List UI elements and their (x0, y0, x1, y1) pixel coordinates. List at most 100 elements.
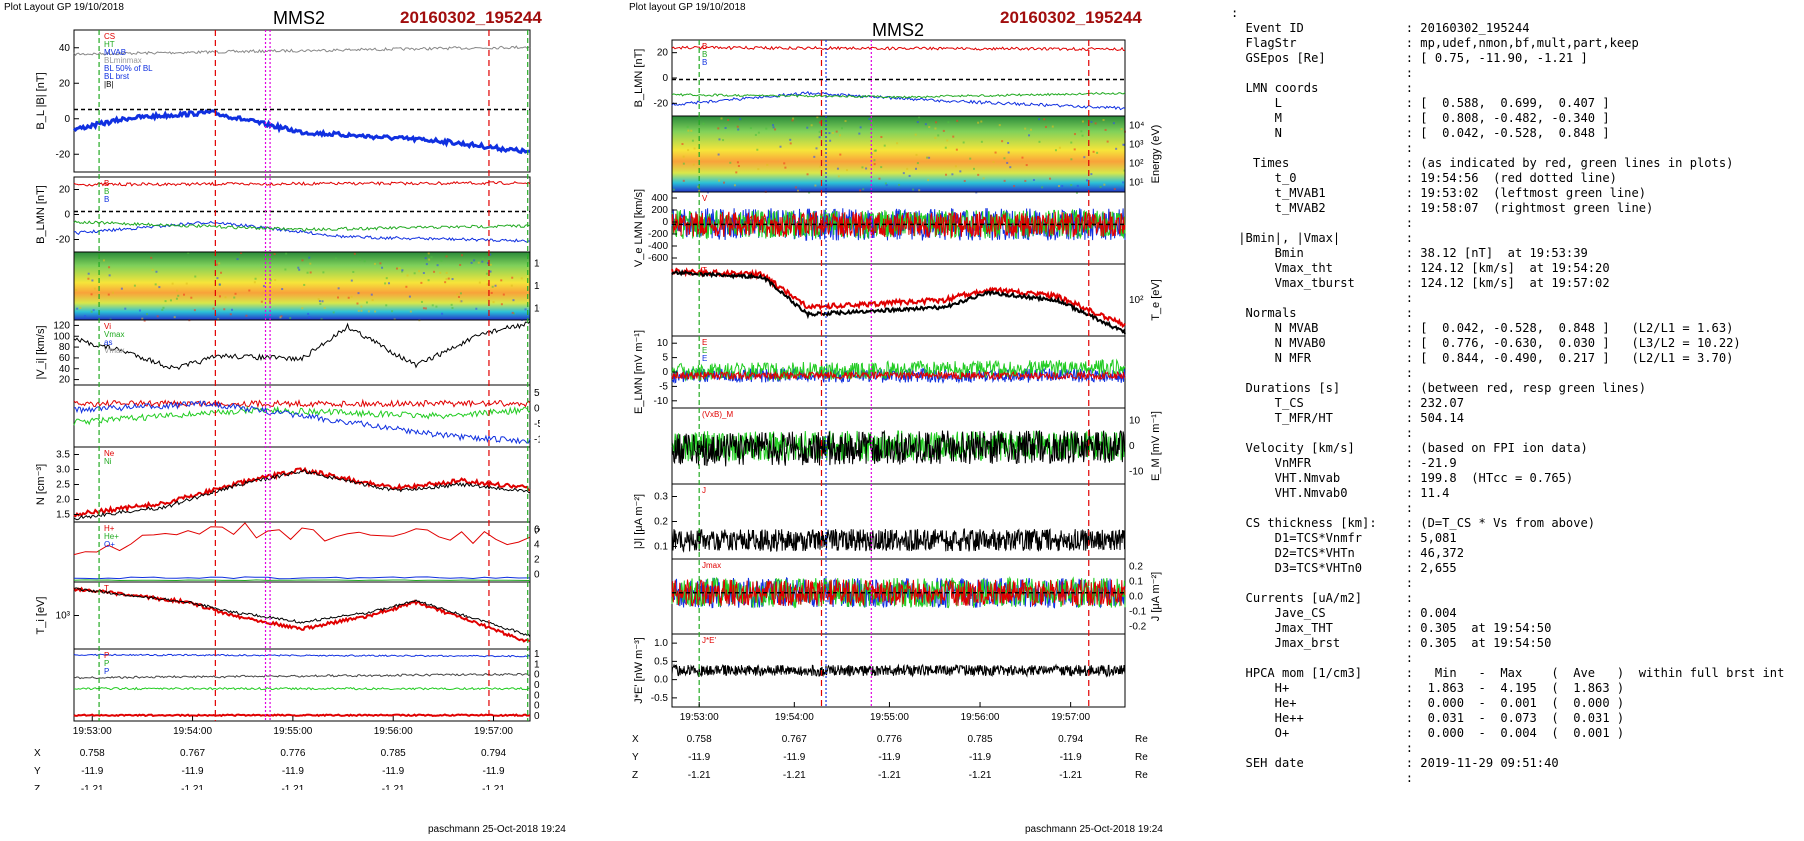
spectro-pixel (690, 129, 693, 132)
info-line: HPCA mom [1/cm3] : Min - Max ( Ave ) wit… (1231, 666, 1785, 680)
spectro-pixel (1061, 185, 1064, 188)
spectro-pixel (737, 128, 740, 131)
panel-8: 1.0 0.5 0.0 -0.5 J*E' [nW m⁻³] J*E' (633, 633, 1126, 708)
orbit-label: X (34, 748, 41, 759)
info-line: SEH date : 2019-11-29 09:51:40 (1231, 756, 1559, 770)
info-line: |Bmin|, |Vmax| : (1231, 231, 1414, 245)
spectro-pixel (171, 282, 174, 285)
r-tick-label: 10 (1129, 416, 1141, 427)
spectro-pixel (307, 312, 310, 315)
legend-entry: as (104, 338, 112, 347)
spectro-pixel (490, 291, 493, 294)
legend-entry: BL 50% of BL (104, 64, 153, 73)
info-line: : (1231, 6, 1239, 20)
spectro-pixel (298, 268, 301, 271)
spectro-pixel (322, 271, 325, 274)
event-info-text: : Event ID : 20160302_195244 FlagStr : m… (1231, 6, 1784, 786)
spectro-pixel (947, 121, 950, 124)
orbit-value: -11.9 (282, 766, 304, 777)
spectro-pixel (350, 279, 353, 282)
r-tick-label: 10³ (1129, 140, 1144, 151)
r-tick-label: 0.2 (534, 701, 540, 712)
info-line: GSEpos [Re] : [ 0.75, -11.90, -1.21 ] (1231, 51, 1588, 65)
series-line (73, 579, 531, 582)
legend-entry: He+ (104, 532, 119, 541)
spectro-pixel (108, 274, 111, 277)
spectro-pixel (285, 252, 288, 255)
series-line (73, 522, 531, 556)
spectro-pixel (1009, 166, 1012, 169)
left-spacecraft: MMS2 (273, 8, 326, 28)
spectro-pixel (491, 285, 494, 288)
spectro-pixel (797, 189, 800, 192)
spectro-pixel (935, 121, 938, 124)
orbit-value: 0.776 (877, 734, 902, 745)
spectro-pixel (1057, 185, 1060, 188)
series-line (72, 109, 530, 155)
series-line (671, 208, 1126, 240)
legend-entry: J*E' (702, 636, 716, 645)
series-line (73, 398, 531, 409)
spectro-pixel (874, 149, 877, 152)
spectro-pixel (691, 139, 694, 142)
series-line (671, 91, 1126, 99)
y-tick-label: 3.0 (56, 465, 70, 476)
spectro-pixel (969, 157, 972, 160)
info-line: t_MVAB1 : 19:53:02 (leftmost green line) (1231, 186, 1647, 200)
spectro-pixel (927, 179, 930, 182)
spectro-pixel (427, 279, 430, 282)
spectro-pixel (846, 169, 849, 172)
spectro-pixel (942, 129, 945, 132)
spectro-pixel (1080, 130, 1083, 133)
spectro-pixel (406, 274, 409, 277)
x-tick-label: 19:57:00 (474, 726, 513, 737)
spectro-pixel (723, 181, 726, 184)
spectro-pixel (337, 287, 340, 290)
spectro-pixel (511, 311, 514, 314)
spectro-pixel (234, 292, 237, 295)
spectro-pixel (87, 272, 90, 275)
info-line: : (1231, 501, 1414, 515)
spectro-pixel (765, 127, 768, 130)
spectro-pixel (111, 291, 114, 294)
r-axis-label: T_e [eV] (1150, 279, 1162, 321)
spectro-pixel (502, 293, 505, 296)
spectro-pixel (810, 124, 813, 127)
panel-frame (671, 483, 1126, 560)
spectro-pixel (177, 294, 180, 297)
orbit-value: -1.21 (181, 784, 204, 790)
spectro-pixel (511, 276, 514, 279)
spectro-pixel (1070, 158, 1073, 161)
panel-6: 6420N_i [cm⁻³](x10⁻²)H+He+O+ (73, 521, 540, 583)
orbit-label: Z (34, 784, 40, 790)
spectro-pixel (395, 267, 398, 270)
spectro-pixel (254, 277, 257, 280)
spectro-pixel (1076, 184, 1079, 187)
spectro-pixel (350, 295, 353, 298)
y-axis-label: E_LMN [mV m⁻¹] (633, 330, 645, 414)
spectro-pixel (739, 118, 742, 121)
spectro-pixel (143, 319, 146, 322)
legend-entry: MVAB (104, 48, 126, 57)
panel-frame (73, 319, 531, 386)
legend-entry: Vmax (104, 330, 124, 339)
spectro-pixel (1081, 134, 1084, 137)
spectro-pixel (982, 177, 985, 180)
y-axis-label: B_LMN [nT] (633, 49, 645, 108)
panel-7: 10³ T_i [eV] T (35, 581, 531, 650)
info-line: : (1231, 651, 1414, 665)
spectro-pixel (150, 256, 153, 259)
y-tick-label: 400 (651, 193, 668, 204)
spectro-pixel (954, 165, 957, 168)
spectro-pixel (347, 296, 350, 299)
panel-7: 0.2 0.1 0.0 -0.1 -0.2J [μA m⁻²] Jmax (671, 558, 1162, 635)
y-tick-label: 100 (53, 331, 70, 342)
spectro-pixel (260, 300, 263, 303)
spectro-pixel (281, 288, 284, 291)
spectro-pixel (1029, 128, 1032, 131)
spectro-pixel (138, 309, 141, 312)
spectro-pixel (269, 279, 272, 282)
spectro-pixel (520, 277, 523, 280)
spectro-pixel (388, 282, 391, 285)
spectro-pixel (873, 163, 876, 166)
